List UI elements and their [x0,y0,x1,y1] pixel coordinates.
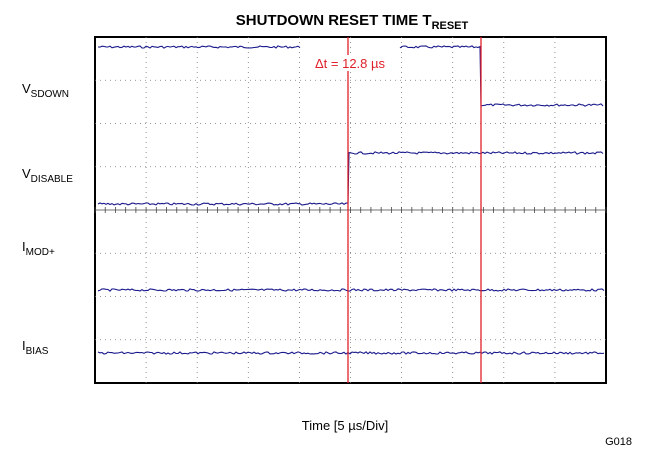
chart-title: SHUTDOWN RESET TIME TRESET [236,12,469,32]
channel-label: VDISABLE [22,166,73,185]
channel-sub: MOD+ [26,247,55,258]
trace-disable [97,151,604,206]
annotation-bg [300,55,400,71]
channel-sub: BIAS [26,346,49,357]
channel-label: IBIAS [22,338,49,357]
channel-sub: SDOWN [31,89,69,100]
figure-id: G018 [605,436,632,448]
channel-main: V [22,81,31,96]
title-sub: RESET [432,20,469,32]
traces [97,45,605,355]
channel-main: V [22,166,31,181]
annotation: Δt = 12.8 µs [315,56,386,71]
x-axis-label: Time [5 µs/Div] [302,418,388,433]
channel-main: I [22,338,26,353]
channel-sub: DISABLE [31,174,74,185]
channel-label: IMOD+ [22,239,55,258]
trace-sdown [97,45,301,49]
trace-bias [97,351,605,355]
trace-mod [97,288,605,292]
trace-sdown [399,45,604,107]
channel-main: I [22,239,26,254]
channel-label: VSDOWN [22,81,69,100]
title-main: SHUTDOWN RESET TIME T [236,12,432,29]
grid [94,37,607,383]
